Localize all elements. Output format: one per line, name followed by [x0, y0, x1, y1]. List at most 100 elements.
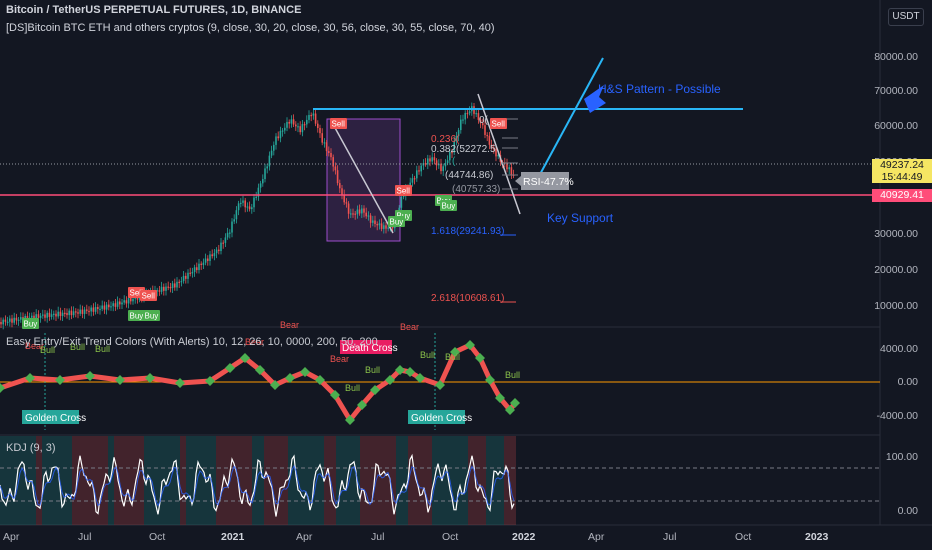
chart-title: Bitcoin / TetherUS PERPETUAL FUTURES, 1D… [6, 4, 302, 16]
candle-body [167, 286, 169, 288]
kdj-band [396, 436, 402, 525]
kdj-band [270, 436, 276, 525]
oscillator-signal-label: Bull [365, 365, 380, 375]
candle-body [510, 167, 513, 175]
kdj-band [318, 436, 324, 525]
signal-badges: SellSellBuyBuyBuySellSellBuyBuyBuyBuySel… [22, 118, 507, 329]
kdj-band [276, 436, 282, 525]
kdj-band [72, 436, 78, 525]
candle-body [497, 154, 499, 157]
candle-body [42, 314, 44, 316]
candle-body [328, 151, 330, 153]
candle-body [90, 307, 92, 312]
kdj-band [330, 436, 336, 525]
candle-body [233, 219, 235, 222]
last-price-badge: 49237.24 [872, 159, 932, 171]
fib-label-1618: 1.618(29241.93) [431, 226, 504, 237]
candle-body [2, 319, 4, 325]
price-tick-60000: 60000.00 [874, 120, 918, 132]
candle-body [488, 135, 491, 145]
oscillator-diamond [300, 367, 310, 377]
candle-body [185, 275, 187, 279]
candle-body [101, 305, 103, 309]
candle-body [468, 111, 471, 114]
candle-body [303, 124, 306, 126]
candle-body [163, 286, 165, 291]
support-level-badge: 40929.41 [872, 189, 932, 202]
kdj-band [366, 436, 372, 525]
candle-body [418, 170, 420, 172]
candle-body [482, 123, 484, 126]
candle-body [323, 142, 326, 144]
candle-body [97, 307, 99, 310]
price-tick-80000: 80000.00 [874, 51, 918, 63]
candle-body [105, 304, 108, 310]
oscillator-signal-label: Bull [445, 352, 460, 362]
candle-body [268, 155, 271, 167]
oscillator-signal-label: Bull [95, 344, 110, 354]
candle-body [442, 166, 444, 172]
candle-body [72, 311, 75, 316]
kdj-band [438, 436, 444, 525]
signal-badge [22, 318, 39, 329]
candle-body [224, 237, 227, 243]
kdj-band [168, 436, 174, 525]
kdj-band [432, 436, 438, 525]
kdj-band [54, 436, 60, 525]
candle-body [330, 152, 332, 158]
candle-body [374, 220, 376, 224]
time-tick-2022: 2022 [512, 531, 536, 543]
candle-body [207, 258, 209, 261]
oscillator-diamond [285, 373, 295, 383]
oscillator-diamond [85, 371, 95, 381]
oscillator-diamond [225, 363, 235, 373]
candle-body [127, 298, 130, 304]
death-cross-box [340, 340, 392, 354]
indicator-legend[interactable]: [DS]Bitcoin BTC ETH and others cryptos (… [6, 22, 495, 34]
kdj-band [234, 436, 240, 525]
candle-body [31, 315, 33, 318]
oscillator-diamond [475, 353, 485, 363]
golden-cross-label-2: Golden Cross [411, 413, 472, 424]
kdj-legend[interactable]: KDJ (9, 3) [6, 442, 56, 454]
kdj-band [444, 436, 450, 525]
oscillator-signal-label: Bull [505, 370, 520, 380]
candle-body [88, 310, 90, 313]
candle-body [380, 223, 383, 229]
kdj-band [336, 436, 342, 525]
time-tick-jul-2022: Jul [663, 531, 677, 543]
oscillator-diamond [115, 375, 125, 385]
key-support-label: Key Support [547, 211, 614, 225]
candle-body [44, 314, 46, 318]
osc-tick-minus4000: -4000.00 [876, 410, 918, 422]
candle-body [319, 128, 321, 134]
candle-body [411, 178, 414, 183]
breakout-line [537, 57, 604, 179]
candle-body [68, 310, 70, 316]
candle-body [317, 123, 319, 129]
kdj-band [120, 436, 126, 525]
currency-button[interactable]: USDT [888, 8, 924, 26]
candle-body [61, 312, 64, 317]
candle-body [354, 213, 356, 215]
candle-body [55, 313, 57, 317]
candle-body [363, 208, 365, 213]
candle-body [334, 166, 337, 171]
breakout-arrow-icon [584, 85, 606, 113]
kdj-band [36, 436, 42, 525]
kdj-band [186, 436, 192, 525]
oscillator-diamond [370, 385, 380, 395]
candle-body [222, 242, 224, 244]
candle-body [226, 232, 229, 238]
candle-body [77, 312, 79, 314]
golden-cross-box-2 [408, 410, 465, 424]
candle-body [231, 221, 233, 233]
candle-body [255, 196, 257, 198]
candle-body [308, 114, 310, 120]
oscillator-diamond [345, 415, 355, 425]
candle-body [169, 287, 172, 289]
oscillator-legend[interactable]: Easy Entry/Exit Trend Colors (With Alert… [6, 336, 378, 348]
candle-body [92, 307, 95, 312]
candle-body [506, 163, 508, 170]
